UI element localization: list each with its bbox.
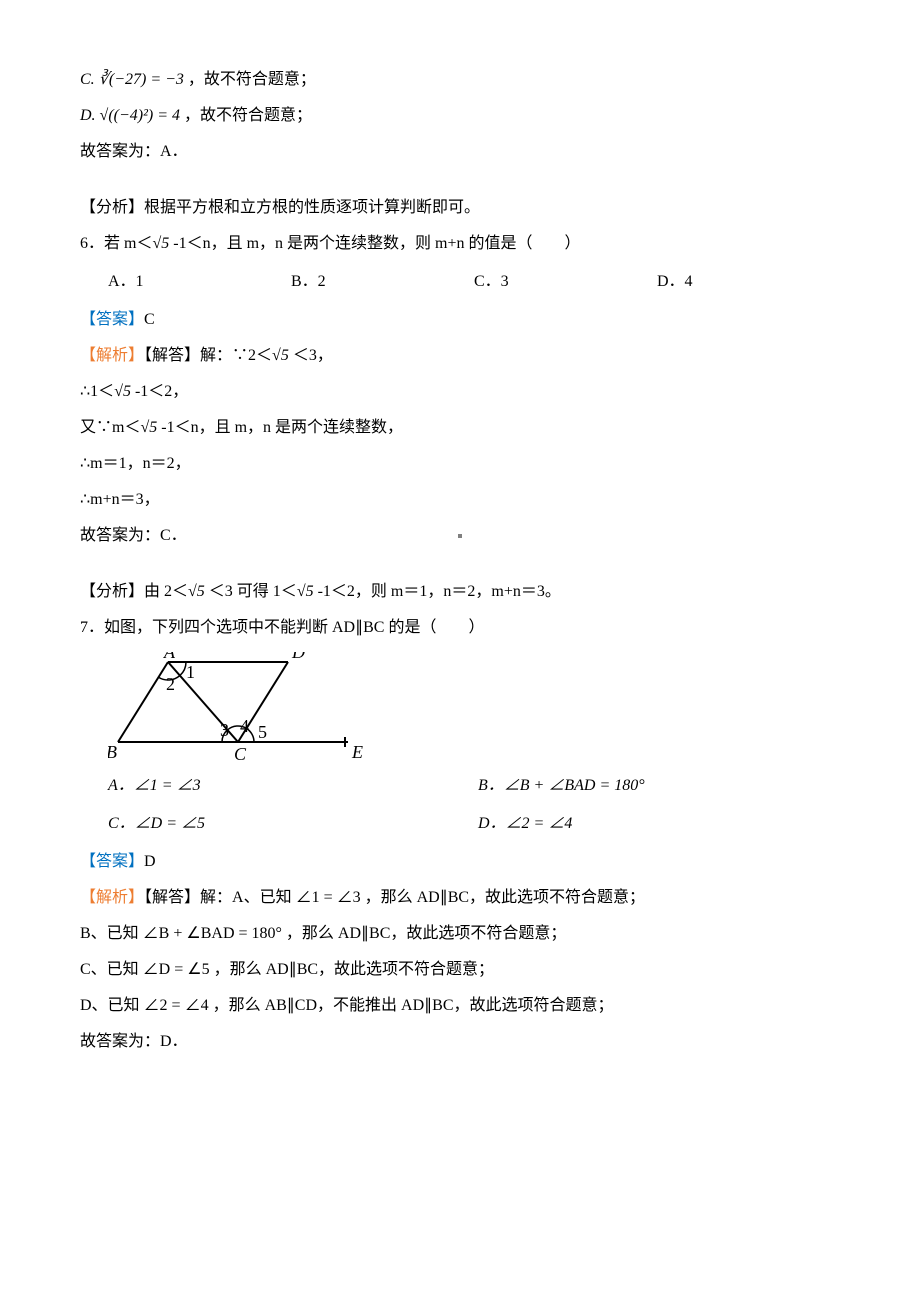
q6-exp-line5: ∴m+n＝3， <box>80 484 840 516</box>
q6-opt-b: B．2 <box>291 266 474 298</box>
q6-options: A．1 B．2 C．3 D．4 <box>80 266 840 298</box>
q7-ans-label: 【答案】 <box>80 853 144 870</box>
q7-opt-a: A．∠1 = ∠3 <box>108 770 478 802</box>
q6-exp-head2: ＜3， <box>289 347 333 364</box>
q6-exp-line6: 故答案为：C． <box>80 520 840 552</box>
q6-exp-line3: 又∵m＜√5 -1＜n，且 m，n 是两个连续整数， <box>80 412 840 444</box>
q6-an-mid: ＜3 可得 1＜ <box>205 583 297 600</box>
q7-diagram: A D B C E 12 345 <box>108 652 368 762</box>
q6-exp-head: 【解答】解：∵2＜ <box>144 347 272 364</box>
q6-stem-mid: -1＜n，且 m，n 是两个连续整数，则 m+n 的值是（ ） <box>169 235 580 252</box>
block-d-line: D. √((−4)²) = 4 ，故不符合题意； <box>80 100 840 132</box>
q7-answer: 【答案】D <box>80 846 840 878</box>
q6-line6-text: 故答案为：C． <box>80 527 187 544</box>
svg-text:E: E <box>351 742 363 762</box>
q7-opt-c: C．∠D = ∠5 <box>108 808 478 840</box>
q7-exp-lineEnd: 故答案为：D． <box>80 1026 840 1058</box>
q7-exp-lineC: C、已知 ∠D = ∠5 ，那么 AD∥BC，故此选项不符合题意； <box>80 954 840 986</box>
q6-ans: C <box>144 311 155 328</box>
q6-exp-line4: ∴m＝1，n＝2， <box>80 448 840 480</box>
q6-sqrt5-2: √5 <box>272 347 289 364</box>
q6-line2a: ∴1＜ <box>80 383 114 400</box>
q7-exp-head: 【解答】解：A、已知 ∠1 = ∠3 ，那么 AD∥BC，故此选项不符合题意； <box>144 889 645 906</box>
block-c-text: ，故不符合题意； <box>188 71 316 88</box>
ans-a-line: 故答案为：A． <box>80 136 840 168</box>
q6-sqrt5-6: √5 <box>297 583 314 600</box>
block-c-expr: C. ∛(−27) = −3 <box>80 71 184 88</box>
q6-an-pre: 【分析】由 2＜ <box>80 583 188 600</box>
analysis1-line: 【分析】根据平方根和立方根的性质逐项计算判断即可。 <box>80 192 840 224</box>
q7-stem: 7．如图，下列四个选项中不能判断 AD∥BC 的是（ ） <box>80 612 840 644</box>
q6-sqrt5-3: √5 <box>114 383 131 400</box>
svg-text:5: 5 <box>258 722 267 742</box>
center-dot-icon <box>458 534 462 538</box>
q7-exp-lineA: 【解析】【解答】解：A、已知 ∠1 = ∠3 ，那么 AD∥BC，故此选项不符合… <box>80 882 840 914</box>
q6-an-mid2: -1＜2，则 m＝1，n＝2，m+n＝3。 <box>314 583 561 600</box>
q6-sqrt5-4: √5 <box>140 419 157 436</box>
block-d-expr: D. √((−4)²) = 4 <box>80 107 180 124</box>
q7-opt-b: B．∠B + ∠BAD = 180° <box>478 770 848 802</box>
q7-opt-d: D．∠2 = ∠4 <box>478 808 848 840</box>
svg-text:B: B <box>108 742 117 762</box>
q6-sqrt5-1: √5 <box>152 235 169 252</box>
q6-analysis: 【分析】由 2＜√5 ＜3 可得 1＜√5 -1＜2，则 m＝1，n＝2，m+n… <box>80 576 840 608</box>
q7-exp-label: 【解析】 <box>80 889 144 906</box>
q7-exp-lineB: B、已知 ∠B + ∠BAD = 180° ，那么 AD∥BC，故此选项不符合题… <box>80 918 840 950</box>
q6-opt-a: A．1 <box>108 266 291 298</box>
q6-line3b: -1＜n，且 m，n 是两个连续整数， <box>157 419 403 436</box>
q6-ans-label: 【答案】 <box>80 311 144 328</box>
q6-exp-line1: 【解析】【解答】解：∵2＜√5 ＜3， <box>80 340 840 372</box>
q6-exp-label: 【解析】 <box>80 347 144 364</box>
svg-text:2: 2 <box>166 674 175 694</box>
q6-sqrt5-5: √5 <box>188 583 205 600</box>
q6-line2b: -1＜2， <box>131 383 188 400</box>
q6-stem-pre: 6．若 m＜ <box>80 235 152 252</box>
q6-exp-line2: ∴1＜√5 -1＜2， <box>80 376 840 408</box>
q6-answer: 【答案】C <box>80 304 840 336</box>
svg-text:C: C <box>234 744 247 762</box>
block-d-text: ，故不符合题意； <box>184 107 312 124</box>
svg-text:D: D <box>291 652 305 662</box>
svg-text:A: A <box>163 652 176 662</box>
svg-text:3: 3 <box>220 720 229 740</box>
q6-stem: 6．若 m＜√5 -1＜n，且 m，n 是两个连续整数，则 m+n 的值是（ ） <box>80 228 840 260</box>
q7-ans: D <box>144 853 156 870</box>
q7-options: A．∠1 = ∠3 B．∠B + ∠BAD = 180° C．∠D = ∠5 D… <box>80 770 840 840</box>
block-c-line: C. ∛(−27) = −3 ，故不符合题意； <box>80 64 840 96</box>
q7-exp-lineD: D、已知 ∠2 = ∠4 ，那么 AB∥CD，不能推出 AD∥BC，故此选项符合… <box>80 990 840 1022</box>
q6-line3a: 又∵m＜ <box>80 419 140 436</box>
svg-text:1: 1 <box>186 662 195 682</box>
q6-opt-d: D．4 <box>657 266 840 298</box>
q6-opt-c: C．3 <box>474 266 657 298</box>
svg-text:4: 4 <box>240 716 249 736</box>
